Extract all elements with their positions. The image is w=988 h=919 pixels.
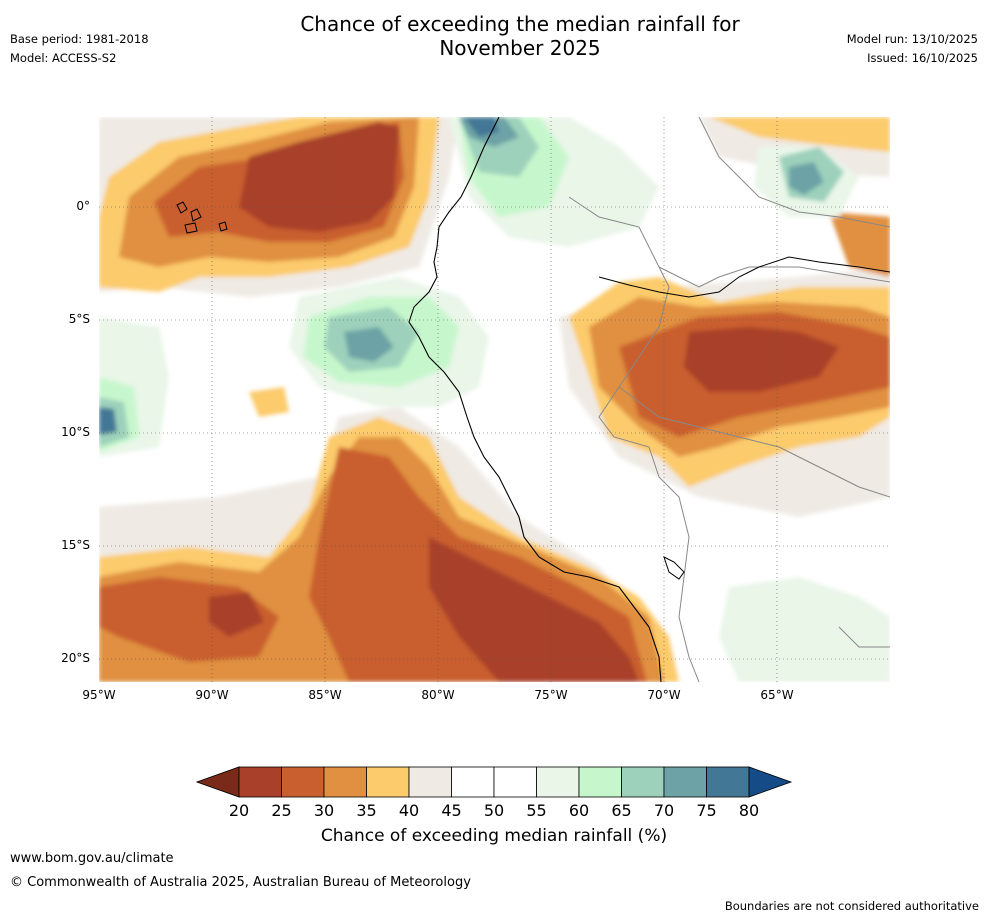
meta-left: Base period: 1981-2018 Model: ACCESS-S2 xyxy=(10,30,149,68)
y-tick-10s: 10°S xyxy=(61,425,90,439)
x-tick-90w: 90°W xyxy=(195,688,229,702)
model-run: Model run: 13/10/2025 xyxy=(846,32,978,46)
field-darkbrown-nw xyxy=(239,122,399,232)
coastline xyxy=(408,116,662,683)
colorbar xyxy=(195,766,794,803)
x-tick-85w: 85°W xyxy=(308,688,342,702)
colorbar-swatch-60-65 xyxy=(578,766,622,798)
footer-disclaimer: Boundaries are not considered authoritat… xyxy=(724,899,979,913)
map-title-line1: Chance of exceeding the median rainfall … xyxy=(300,12,740,36)
colorbar-arrow-high xyxy=(748,766,793,798)
y-tick-5s: 5°S xyxy=(68,312,90,326)
y-tick-0: 0° xyxy=(76,199,90,213)
country-borders xyxy=(568,116,891,683)
y-tick-15s: 15°S xyxy=(61,538,90,552)
x-tick-65w: 65°W xyxy=(760,688,794,702)
y-tick-20s: 20°S xyxy=(61,651,90,665)
cbar-tick-65: 65 xyxy=(611,801,632,820)
map-title: Chance of exceeding the median rainfall … xyxy=(170,12,870,60)
galapagos-islands xyxy=(176,201,228,234)
colorbar-swatch-70-75 xyxy=(663,766,707,798)
colorbar-swatch-65-70 xyxy=(621,766,665,798)
probability-fields xyxy=(99,117,890,682)
footer-copyright: © Commonwealth of Australia 2025, Austra… xyxy=(10,875,471,890)
amazon-river xyxy=(598,256,891,298)
cbar-tick-40: 40 xyxy=(398,801,420,820)
field-yellow-ne xyxy=(709,117,890,152)
rainfall-map xyxy=(99,116,891,683)
issued-date: Issued: 16/10/2025 xyxy=(867,51,978,65)
base-period: Base period: 1981-2018 xyxy=(10,32,149,46)
lake-titicaca xyxy=(663,556,685,580)
field-blue-w xyxy=(99,407,117,435)
field-orange-ne xyxy=(829,212,890,277)
colorbar-swatch-75-80 xyxy=(706,766,750,798)
colorbar-swatch-35-40 xyxy=(366,766,410,798)
colorbar-swatch-25-30 xyxy=(281,766,325,798)
cbar-tick-75: 75 xyxy=(696,801,717,820)
cbar-tick-35: 35 xyxy=(356,801,377,820)
colorbar-swatch-20-25 xyxy=(238,766,282,798)
cbar-tick-25: 25 xyxy=(271,801,292,820)
field-lightgreen-se xyxy=(719,577,890,682)
footer-url: www.bom.gov.au/climate xyxy=(10,851,174,866)
x-tick-80w: 80°W xyxy=(421,688,455,702)
cbar-tick-45: 45 xyxy=(441,801,462,820)
field-yellow-w xyxy=(249,387,289,417)
colorbar-label: Chance of exceeding median rainfall (%) xyxy=(320,826,668,846)
colorbar-swatch-50-55 xyxy=(493,766,537,798)
field-darkbrown-sw xyxy=(209,592,264,637)
colorbar-swatch-40-45 xyxy=(408,766,452,798)
field-steel-c xyxy=(344,327,394,362)
colorbar-swatch-45-50 xyxy=(451,766,495,798)
map-panel xyxy=(99,116,891,683)
cbar-tick-55: 55 xyxy=(526,801,547,820)
map-title-line2: November 2025 xyxy=(439,36,601,60)
field-steel-ne xyxy=(789,162,824,195)
colorbar-swatch-30-35 xyxy=(323,766,367,798)
model-name: Model: ACCESS-S2 xyxy=(10,51,117,65)
cbar-tick-50: 50 xyxy=(483,801,505,820)
colorbar-arrow-low xyxy=(195,766,240,798)
cbar-tick-20: 20 xyxy=(228,801,250,820)
meta-right: Model run: 13/10/2025 Issued: 16/10/2025 xyxy=(847,30,978,68)
field-blue-n xyxy=(464,117,499,137)
x-tick-95w: 95°W xyxy=(82,688,116,702)
cbar-tick-70: 70 xyxy=(653,801,675,820)
colorbar-swatches xyxy=(195,766,793,798)
field-darkbrown-east xyxy=(684,327,839,392)
cbar-tick-30: 30 xyxy=(313,801,335,820)
x-tick-75w: 75°W xyxy=(534,688,568,702)
cbar-tick-80: 80 xyxy=(738,801,760,820)
field-darkbrown-south xyxy=(429,537,639,682)
colorbar-swatch-55-60 xyxy=(536,766,580,798)
x-tick-70w: 70°W xyxy=(647,688,681,702)
cbar-tick-60: 60 xyxy=(568,801,590,820)
